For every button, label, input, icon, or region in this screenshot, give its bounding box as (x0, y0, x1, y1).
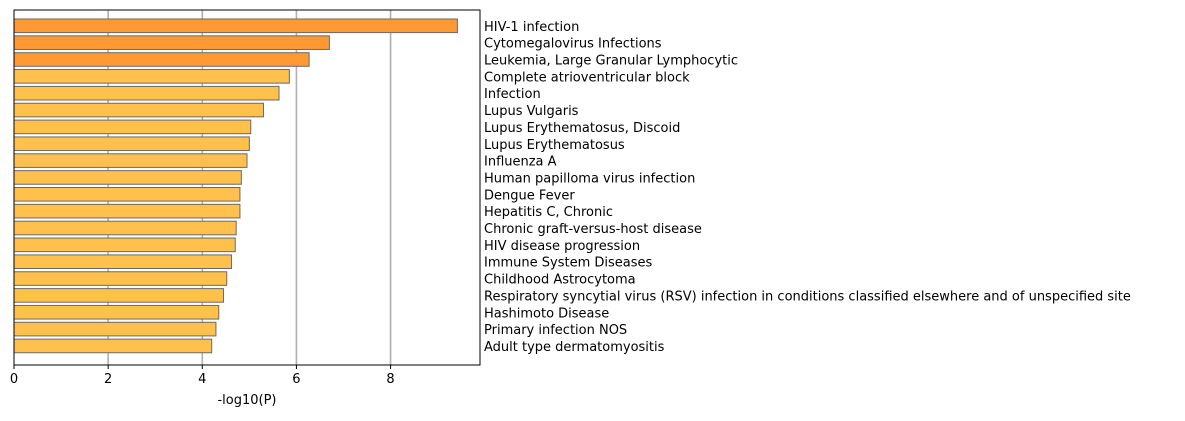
category-label-9: Human papilloma virus infection (484, 171, 695, 186)
bar-17 (13, 304, 220, 320)
category-label-16: Respiratory syncytial virus (RSV) infect… (484, 289, 1131, 304)
bar-18 (13, 321, 217, 337)
category-label-19: Adult type dermatomyositis (484, 340, 665, 355)
category-label-13: HIV disease progression (484, 239, 640, 254)
bar-13 (13, 237, 236, 253)
x-axis-ticks: 0 2 4 6 8 (10, 365, 395, 387)
category-label-18: Primary infection NOS (484, 323, 627, 338)
x-tick-label-0: 0 (10, 372, 18, 387)
x-tick-label-1: 2 (104, 372, 112, 387)
category-labels: HIV-1 infection Cytomegalovirus Infection… (484, 20, 1131, 355)
plot-frame (13, 9, 481, 366)
bar-4 (13, 85, 280, 101)
bar-5 (13, 102, 264, 118)
bar-6 (13, 119, 252, 135)
category-label-5: Lupus Vulgaris (484, 104, 579, 119)
category-label-2: Leukemia, Large Granular Lymphocytic (484, 54, 738, 69)
bar-10 (13, 187, 241, 202)
bar-8 (13, 153, 248, 168)
category-label-3: Complete atrioventricular block (484, 70, 690, 85)
category-label-8: Influenza A (484, 155, 557, 170)
category-label-11: Hepatitis C, Chronic (484, 205, 613, 220)
category-label-7: Lupus Erythematosus (484, 138, 625, 153)
category-label-12: Chronic graft-versus-host disease (484, 222, 702, 237)
category-label-0: HIV-1 infection (484, 20, 579, 35)
bar-2 (13, 52, 310, 67)
bar-15 (13, 271, 228, 286)
category-label-14: Immune System Diseases (484, 256, 653, 271)
bar-3 (13, 69, 290, 84)
bar-16 (13, 288, 224, 303)
bar-11 (13, 203, 241, 219)
x-tick-label-4: 8 (386, 372, 394, 387)
category-label-15: Childhood Astrocytoma (484, 273, 636, 288)
category-label-4: Infection (484, 87, 541, 102)
bar-7 (13, 136, 250, 152)
bar-1 (13, 35, 330, 50)
bars (13, 18, 458, 354)
category-label-6: Lupus Erythematosus, Discoid (484, 121, 680, 136)
x-axis-label: -log10(P) (217, 393, 276, 408)
bar-14 (13, 254, 232, 269)
bar-0 (13, 18, 458, 34)
bar-9 (13, 170, 242, 185)
bar-12 (13, 220, 237, 236)
category-label-1: Cytomegalovirus Infections (484, 37, 662, 52)
category-label-17: Hashimoto Disease (484, 306, 609, 321)
bar-19 (13, 338, 213, 354)
category-label-10: Dengue Fever (484, 188, 575, 203)
x-tick-label-3: 6 (292, 372, 300, 387)
x-tick-label-2: 4 (198, 372, 206, 387)
